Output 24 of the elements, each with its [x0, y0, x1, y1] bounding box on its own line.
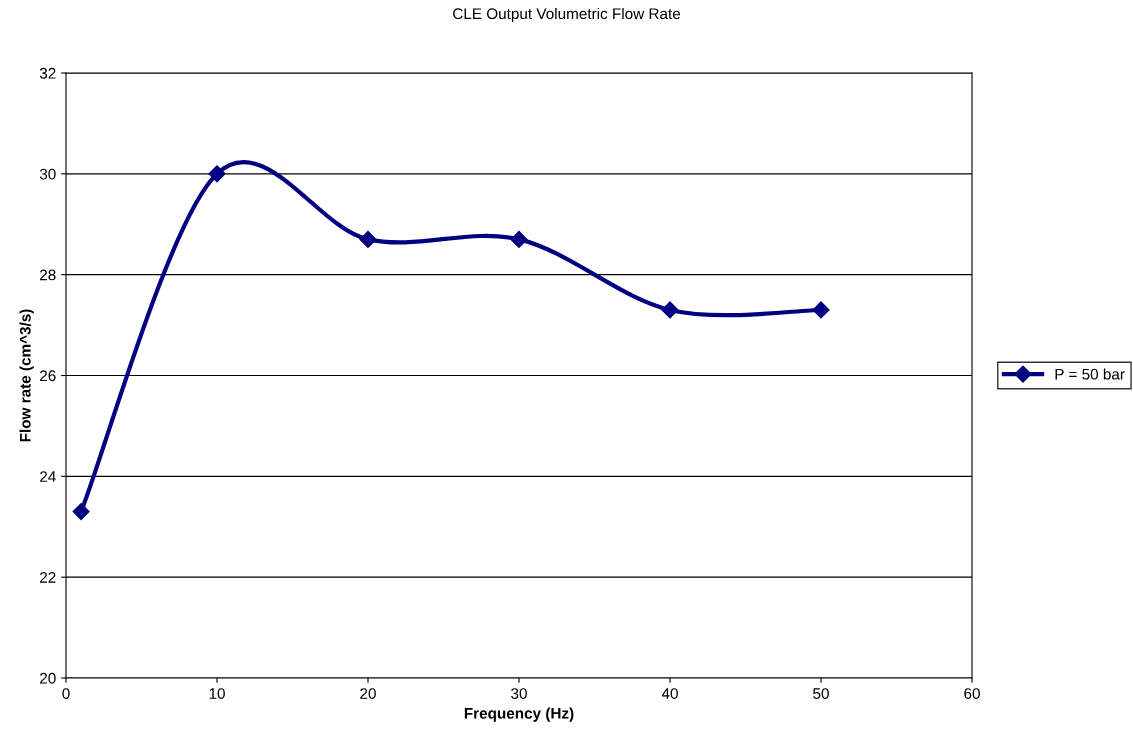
- x-tick-label: 0: [62, 688, 70, 699]
- point: [510, 230, 528, 248]
- legend-label: P = 50 bar: [1055, 368, 1125, 380]
- point: [72, 503, 90, 521]
- point: [359, 230, 377, 248]
- chart-title: CLE Output Volumetric Flow Rate: [453, 7, 681, 23]
- x-tick-label: 10: [209, 688, 225, 699]
- y-tick-label: 20: [40, 672, 56, 684]
- y-tick-label: 28: [40, 269, 56, 281]
- x-tick-label: 60: [964, 688, 980, 699]
- point: [208, 165, 226, 183]
- x-tick-label: 40: [661, 688, 678, 699]
- point: [661, 301, 679, 319]
- y-tick-label: 30: [39, 168, 56, 180]
- x-tick-label: 20: [360, 688, 376, 699]
- x-tick-label: 30: [511, 688, 527, 699]
- y-tick-label: 32: [39, 67, 56, 79]
- y-tick-label: 24: [40, 471, 56, 482]
- x-tick-label: 50: [813, 688, 829, 699]
- y-tick-label: 22: [40, 572, 56, 583]
- y-axis-title: Flow rate (cm^3/s): [19, 309, 34, 442]
- x-axis-title: Frequency (Hz): [464, 707, 574, 722]
- point: [812, 301, 830, 319]
- y-tick-label: 26: [40, 370, 56, 382]
